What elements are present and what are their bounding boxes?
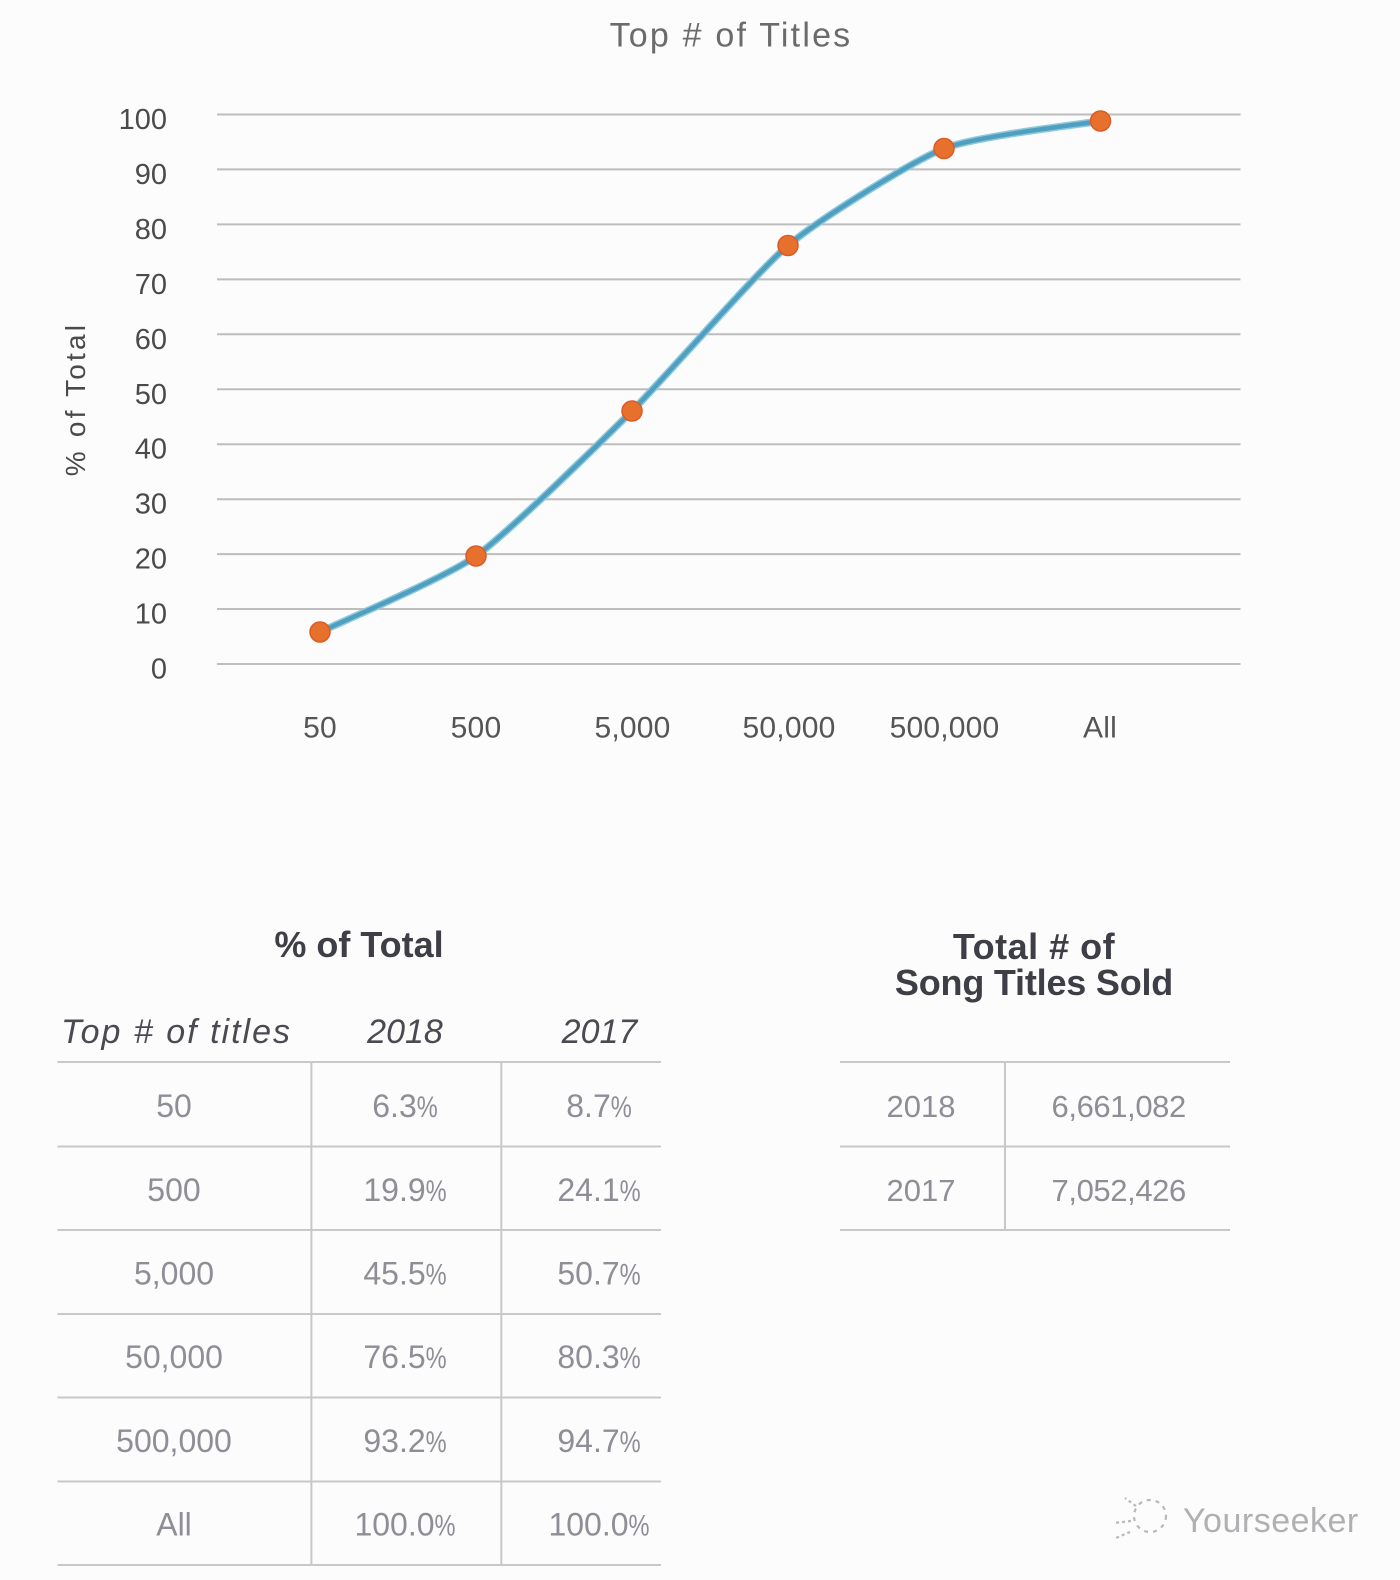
svg-text:2017: 2017	[887, 1173, 956, 1208]
svg-text:45.5%: 45.5%	[363, 1256, 446, 1292]
svg-text:19.9%: 19.9%	[363, 1172, 446, 1208]
svg-text:60: 60	[135, 324, 167, 356]
svg-text:All: All	[156, 1507, 192, 1543]
svg-text:100.0%: 100.0%	[548, 1507, 649, 1543]
svg-text:% of Total: % of Total	[60, 322, 91, 476]
svg-text:93.2%: 93.2%	[363, 1423, 446, 1459]
svg-text:5,000: 5,000	[134, 1256, 214, 1292]
svg-text:76.5%: 76.5%	[363, 1339, 446, 1375]
svg-text:Yourseeker: Yourseeker	[1183, 1502, 1359, 1540]
svg-text:% of Total: % of Total	[274, 924, 443, 965]
svg-text:90: 90	[135, 159, 167, 191]
svg-text:80: 80	[135, 214, 167, 246]
svg-text:50: 50	[303, 712, 337, 745]
svg-text:Song Titles Sold: Song Titles Sold	[895, 962, 1173, 1003]
svg-text:20: 20	[135, 544, 167, 576]
svg-text:0: 0	[151, 654, 167, 686]
svg-text:40: 40	[135, 434, 167, 466]
svg-text:70: 70	[135, 269, 167, 301]
svg-text:Top # of Titles: Top # of Titles	[610, 17, 853, 55]
svg-text:2018: 2018	[887, 1089, 956, 1124]
svg-text:All: All	[1083, 712, 1117, 745]
svg-text:8.7%: 8.7%	[566, 1088, 631, 1124]
svg-text:6.3%: 6.3%	[372, 1088, 437, 1124]
svg-text:Total # of: Total # of	[953, 926, 1116, 967]
svg-text:500: 500	[451, 712, 502, 745]
svg-text:100.0%: 100.0%	[354, 1507, 455, 1543]
svg-text:5,000: 5,000	[594, 712, 670, 745]
svg-text:500: 500	[147, 1172, 200, 1208]
svg-text:50,000: 50,000	[125, 1339, 223, 1375]
svg-text:94.7%: 94.7%	[557, 1423, 640, 1459]
svg-text:500,000: 500,000	[116, 1423, 232, 1459]
svg-text:50: 50	[135, 379, 167, 411]
svg-text:500,000: 500,000	[890, 712, 1000, 745]
svg-text:2018: 2018	[366, 1013, 443, 1051]
svg-text:6,661,082: 6,661,082	[1052, 1089, 1186, 1124]
svg-text:24.1%: 24.1%	[557, 1172, 640, 1208]
svg-text:Top # of titles: Top # of titles	[61, 1013, 292, 1051]
svg-text:30: 30	[135, 489, 167, 521]
svg-text:50: 50	[156, 1088, 192, 1124]
svg-text:10: 10	[135, 599, 167, 631]
svg-text:80.3%: 80.3%	[557, 1339, 640, 1375]
svg-text:7,052,426: 7,052,426	[1052, 1173, 1186, 1208]
svg-text:50.7%: 50.7%	[557, 1256, 640, 1292]
svg-text:50,000: 50,000	[743, 712, 836, 745]
svg-text:100: 100	[119, 104, 167, 136]
svg-text:2017: 2017	[561, 1013, 639, 1051]
